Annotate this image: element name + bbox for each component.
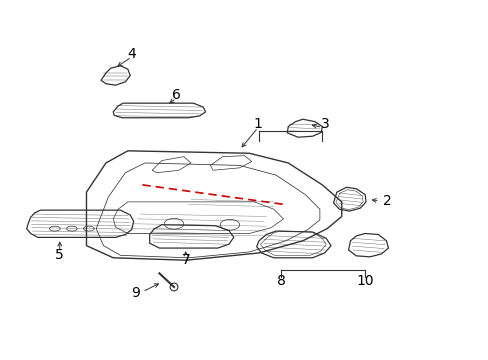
Text: 7: 7 xyxy=(182,253,190,267)
Text: 5: 5 xyxy=(55,248,64,262)
Text: 6: 6 xyxy=(172,88,181,102)
Text: 9: 9 xyxy=(131,286,140,300)
Text: 1: 1 xyxy=(253,117,262,131)
Text: 8: 8 xyxy=(276,274,285,288)
Text: 3: 3 xyxy=(321,117,329,131)
Text: 10: 10 xyxy=(356,274,373,288)
Text: 2: 2 xyxy=(382,194,391,208)
Text: 4: 4 xyxy=(127,46,136,60)
